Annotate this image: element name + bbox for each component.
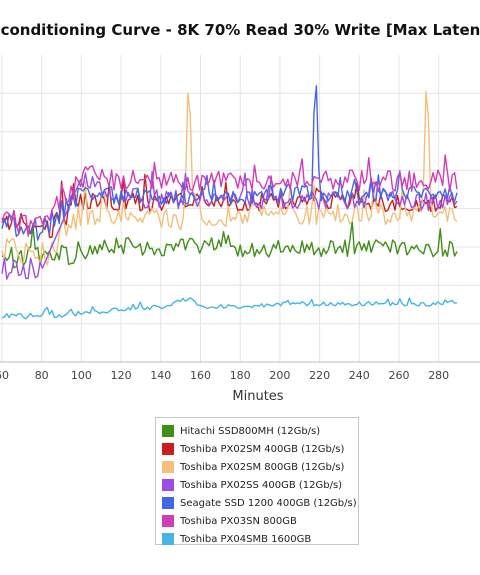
legend-item: Toshiba PX03SN 800GB — [162, 512, 358, 530]
legend-item: Seagate SSD 1200 400GB (12Gb/s) — [162, 494, 358, 512]
x-tick-label: 260 — [389, 369, 410, 382]
legend-label: Toshiba PX03SN 800GB — [180, 515, 297, 527]
legend: Hitachi SSD800MH (12Gb/s) Toshiba PX02SM … — [155, 417, 359, 545]
legend-item: Toshiba PX02SS 400GB (12Gb/s) — [162, 476, 358, 494]
grid — [0, 55, 480, 362]
legend-swatch — [162, 425, 174, 437]
x-tick-label: 240 — [349, 369, 370, 382]
x-axis-label: Minutes — [232, 389, 283, 400]
legend-label: Hitachi SSD800MH (12Gb/s) — [180, 425, 321, 437]
x-tick-label: 200 — [269, 369, 290, 382]
x-tick-label: 60 — [0, 369, 9, 382]
series-line — [1, 90, 458, 266]
legend-swatch — [162, 479, 174, 491]
legend-label: Seagate SSD 1200 400GB (12Gb/s) — [180, 497, 357, 509]
chart-title: Preconditioning Curve - 8K 70% Read 30% … — [0, 21, 480, 39]
series-layer — [1, 85, 458, 320]
legend-swatch — [162, 533, 174, 545]
legend-item: Toshiba PX04SMB 1600GB — [162, 530, 358, 548]
series-line — [1, 297, 458, 320]
x-tick-label: 180 — [230, 369, 251, 382]
x-tick-label: 160 — [190, 369, 211, 382]
legend-item: Toshiba PX02SM 800GB (12Gb/s) — [162, 458, 358, 476]
legend-label: Toshiba PX02SS 400GB (12Gb/s) — [180, 479, 343, 491]
series-line — [1, 220, 458, 269]
legend-item: Toshiba PX02SM 400GB (12Gb/s) — [162, 440, 358, 458]
legend-swatch — [162, 461, 174, 473]
x-tick-label: 220 — [309, 369, 330, 382]
legend-swatch — [162, 443, 174, 455]
series-line — [1, 85, 458, 241]
x-tick-label: 280 — [428, 369, 449, 382]
legend-swatch — [162, 497, 174, 509]
x-tick-label: 140 — [150, 369, 171, 382]
chart-canvas: 60 80 100 120 140 160 180 200 220 240 260 280 Preco… — [0, 21, 480, 400]
legend-item: Hitachi SSD800MH (12Gb/s) — [162, 422, 358, 440]
x-tick-labels: 60 80 100 120 140 160 180 200 220 240 260 280 — [0, 369, 449, 382]
legend-label: Toshiba PX04SMB 1600GB — [180, 533, 312, 545]
legend-swatch — [162, 515, 174, 527]
x-tick-label: 100 — [71, 369, 92, 382]
series-line — [1, 154, 458, 237]
x-tick-label: 80 — [35, 369, 49, 382]
legend-label: Toshiba PX02SM 400GB (12Gb/s) — [180, 443, 345, 455]
x-tick-label: 120 — [111, 369, 132, 382]
legend-label: Toshiba PX02SM 800GB (12Gb/s) — [180, 461, 345, 473]
